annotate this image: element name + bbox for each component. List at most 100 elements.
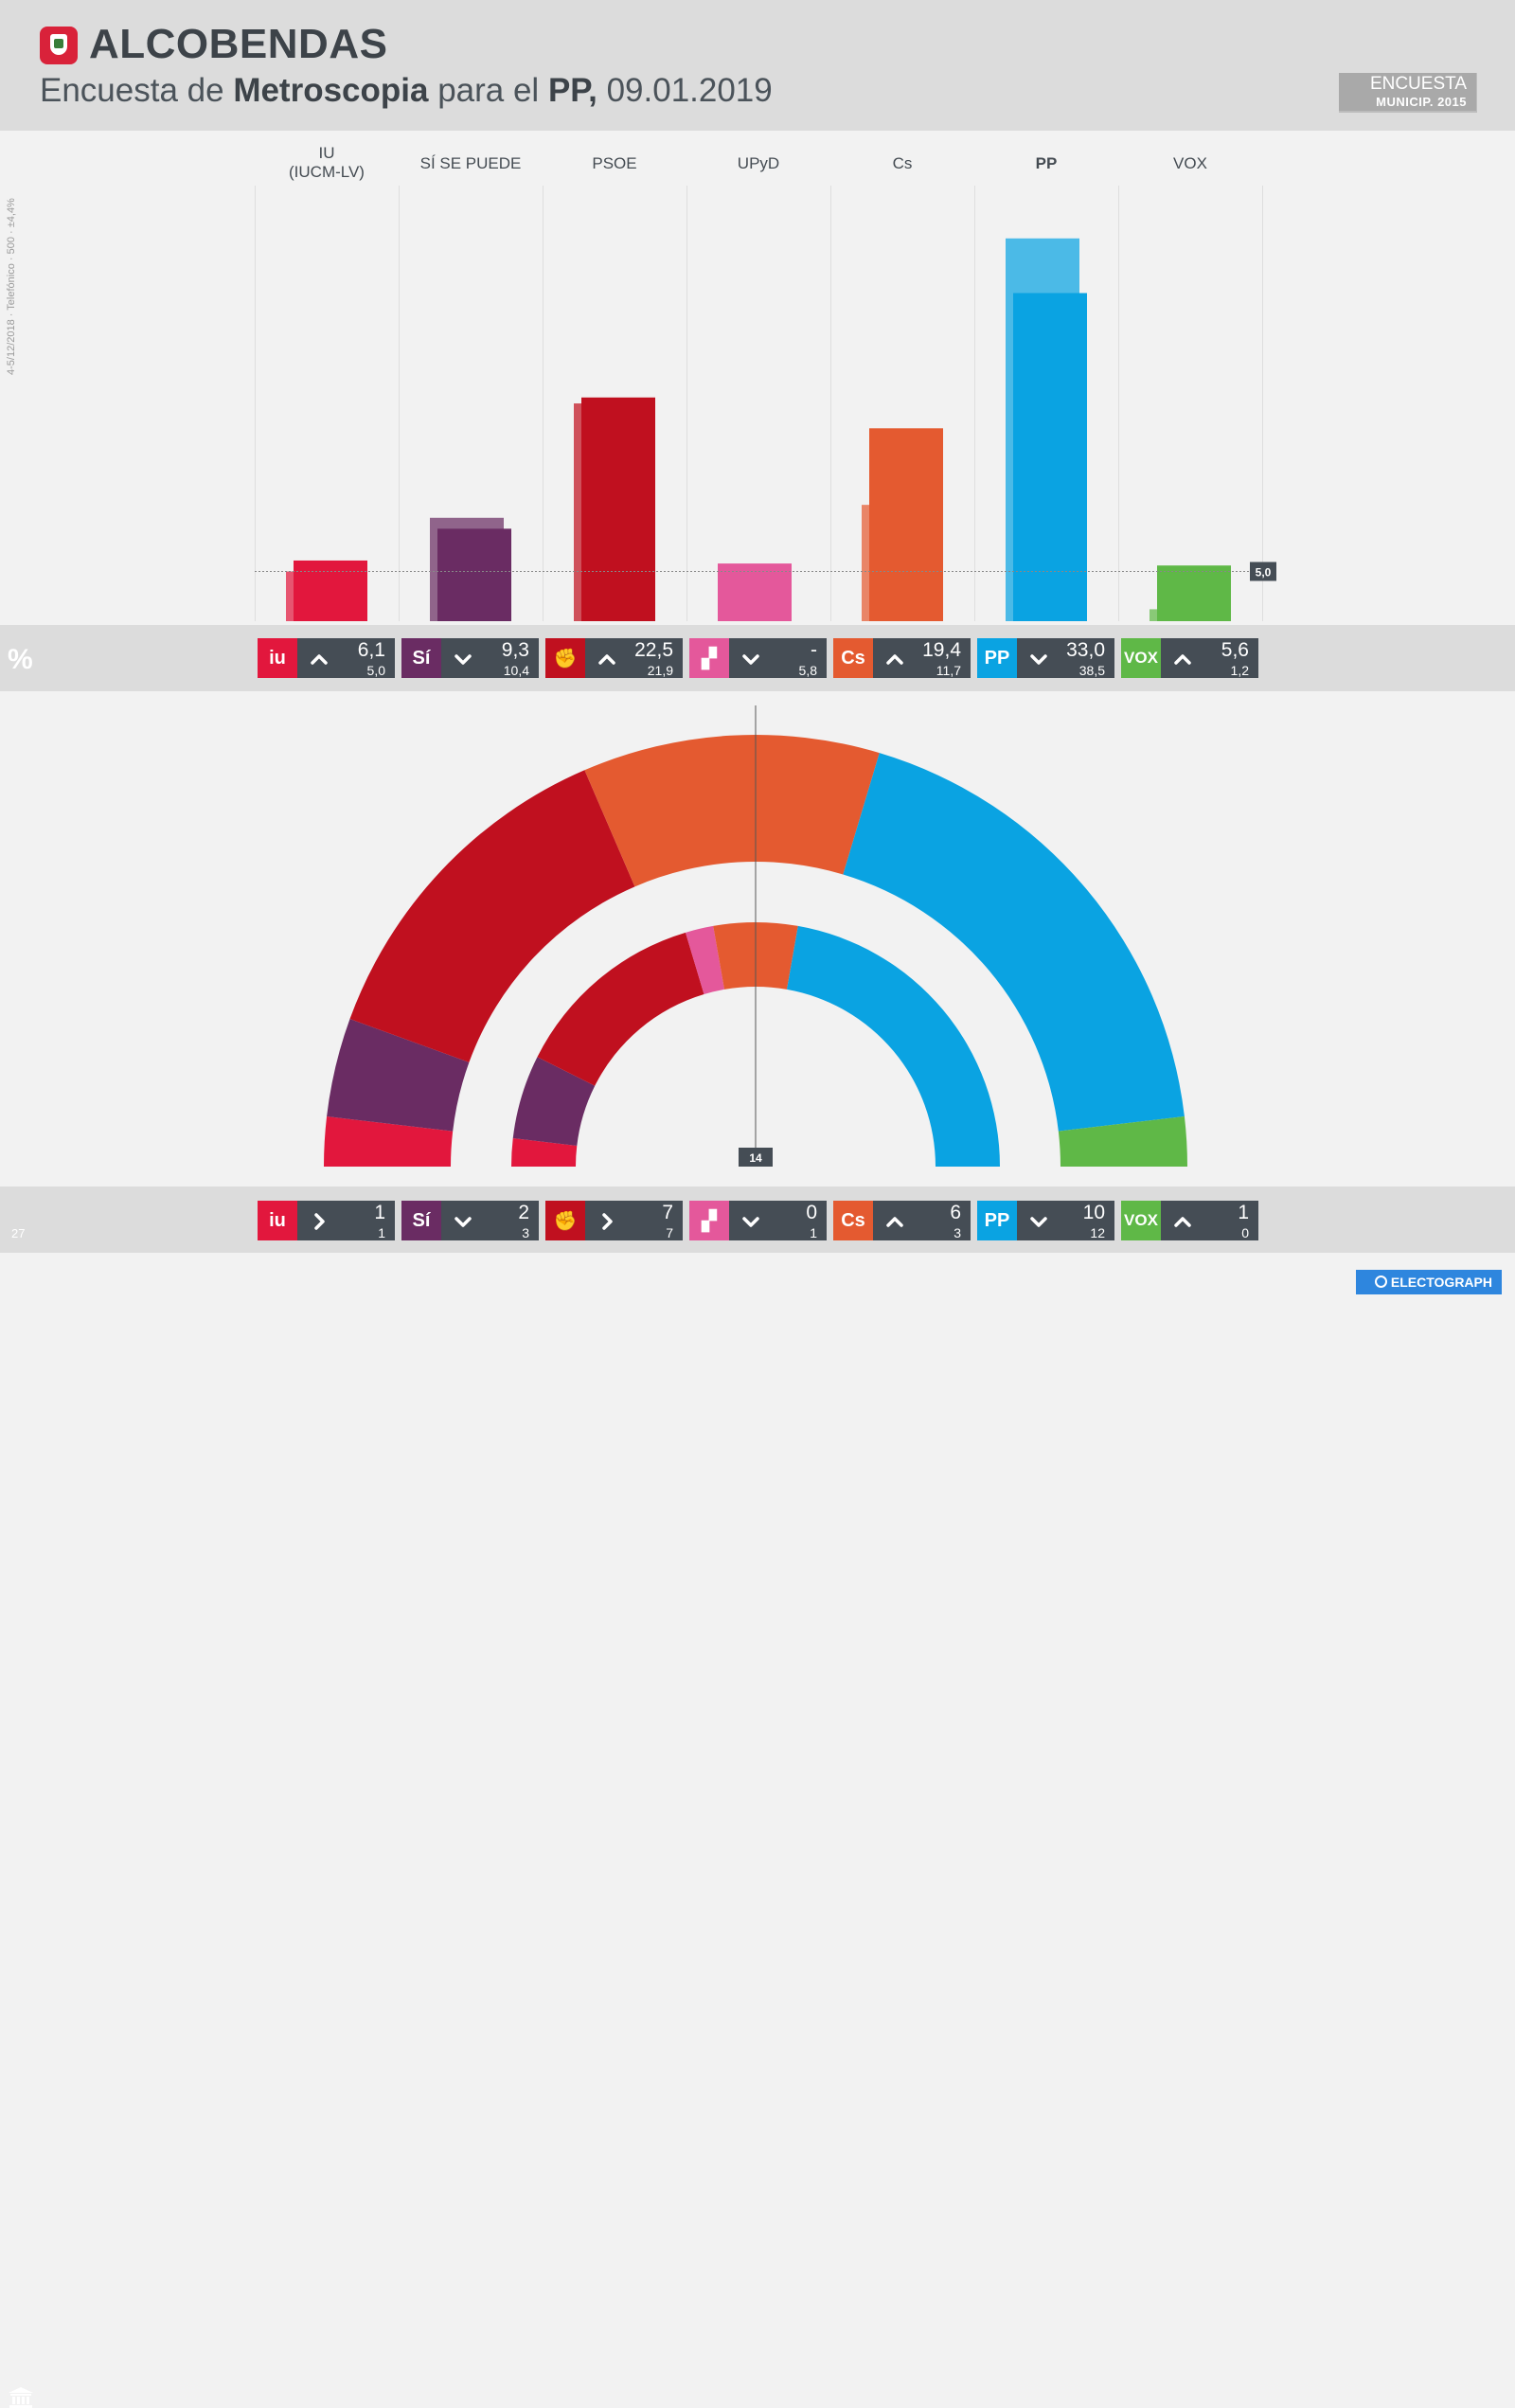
seats-total: 27 [11, 1226, 26, 1240]
column-separator [255, 186, 256, 621]
survey-arc-vox [1058, 1116, 1187, 1167]
cs-logo-icon: Cs [833, 1201, 873, 1240]
percent-previous-value: 5,0 [366, 663, 385, 678]
seats-card-cs: Cs 6 3 [833, 1201, 971, 1240]
chevron-up-icon [311, 654, 328, 665]
percent-value: 19,4 [922, 639, 961, 661]
percent-value: 22,5 [634, 639, 673, 661]
upyd-logo-icon: ▞ [689, 638, 729, 678]
parliament-icon [9, 2387, 33, 2408]
seats-value: 1 [1238, 1202, 1249, 1223]
party-label-psoe: PSOE [592, 154, 637, 172]
seats-previous-value: 7 [666, 1225, 673, 1240]
survey-arc-iu [324, 1116, 454, 1167]
seats-value: 2 [518, 1202, 529, 1223]
percent-card-cs: Cs 19,4 11,7 [833, 638, 971, 678]
seats-card-si: Sí 2 3 [401, 1201, 539, 1240]
previous-arc-si [512, 1057, 596, 1146]
brand-badge: ELECTOGRAPH [1356, 1270, 1502, 1294]
chevron-right-icon [314, 1213, 325, 1230]
threshold-label: 5,0 [1256, 566, 1272, 580]
percent-card-pp: PP 33,0 38,5 [977, 638, 1114, 678]
previous-arc-pp [786, 925, 1000, 1167]
column-separator [686, 186, 687, 621]
percent-previous-value: 11,7 [936, 663, 961, 678]
percent-value: 6,1 [357, 639, 385, 661]
brand-text: ELECTOGRAPH [1390, 1275, 1492, 1290]
survey-arc-cs [584, 735, 880, 887]
chevron-up-icon [1174, 654, 1191, 665]
percent-previous-value: 38,5 [1078, 663, 1105, 678]
percent-card-upyd: ▞ - 5,8 [689, 638, 827, 678]
percent-previous-value: 21,9 [647, 663, 673, 678]
page-title: ALCOBENDAS [89, 21, 388, 67]
seats-value: 0 [806, 1202, 817, 1223]
seats-previous-value: 3 [954, 1225, 961, 1240]
seats-value: 1 [374, 1202, 385, 1223]
party-label-cs: Cs [892, 154, 913, 172]
bar-survey-pp [1013, 293, 1087, 621]
legend: ENCUESTA MUNICIP. 2015 [1339, 73, 1477, 113]
iu-logo-icon: iu [258, 638, 297, 678]
legend-survey: ENCUESTA [1369, 74, 1467, 94]
city-crest-icon [40, 27, 78, 64]
percent-value: 9,3 [501, 639, 529, 661]
chevron-down-icon [1030, 1217, 1047, 1227]
party-label-pp: PP [1035, 154, 1058, 172]
iu-logo-icon: iu [258, 1201, 297, 1240]
survey-arc-pp [843, 753, 1185, 1132]
hemicycle-chart: 14 [324, 705, 1187, 1167]
si-logo-icon: Sí [401, 638, 441, 678]
column-separator [1262, 186, 1263, 621]
legend-previous: MUNICIP. 2015 [1376, 95, 1467, 109]
survey-arc-si [327, 1019, 470, 1132]
bar-chart: 5,0 [255, 238, 1276, 621]
chevron-right-icon [602, 1213, 613, 1230]
percent-card-psoe: ✊ 22,5 21,9 [545, 638, 683, 678]
percent-value: 33,0 [1066, 639, 1105, 661]
column-separator [399, 186, 400, 621]
threshold-badge [1250, 562, 1276, 581]
bar-survey-vox [1157, 565, 1231, 621]
seats-value: 6 [950, 1202, 961, 1223]
column-separator [974, 186, 975, 621]
column-separator [543, 186, 544, 621]
pp-logo-icon: PP [977, 1201, 1017, 1240]
percent-previous-value: 5,8 [798, 663, 817, 678]
vox-logo-icon: VOX [1121, 638, 1161, 678]
bar-survey-iu [294, 560, 367, 621]
party-label-upyd: UPyD [737, 154, 780, 172]
chevron-down-icon [454, 1217, 472, 1227]
chevron-down-icon [1030, 654, 1047, 665]
party-label-iu: IU (IUCM-LV) [289, 144, 365, 181]
percent-value: 5,6 [1221, 639, 1249, 661]
column-separator [1118, 186, 1119, 621]
seats-previous-value: 0 [1241, 1225, 1249, 1240]
chevron-up-icon [886, 1217, 903, 1227]
percent-previous-value: 1,2 [1230, 663, 1249, 678]
chevron-down-icon [742, 654, 759, 665]
percent-value: - [811, 639, 817, 661]
bar-survey-cs [869, 428, 943, 621]
seats-previous-value: 1 [378, 1225, 385, 1240]
seats-card-vox: VOX 1 0 [1121, 1201, 1258, 1240]
percent-card-iu: iu 6,1 5,0 [258, 638, 395, 678]
psoe-logo-icon: ✊ [545, 638, 585, 678]
percent-previous-value: 10,4 [503, 663, 529, 678]
seats-card-psoe: ✊ 7 7 [545, 1201, 683, 1240]
previous-arc-iu [511, 1138, 578, 1167]
previous-arc-upyd [686, 925, 725, 994]
party-label-vox: VOX [1173, 154, 1207, 172]
chevron-up-icon [1174, 1217, 1191, 1227]
upyd-logo-icon: ▞ [689, 1201, 729, 1240]
header: ALCOBENDAS Encuesta de Metroscopia para … [0, 0, 1515, 131]
seats-previous-value: 3 [522, 1225, 529, 1240]
seats-card-iu: iu 1 1 [258, 1201, 395, 1240]
party-label-si: SÍ SE PUEDE [419, 154, 522, 172]
percent-card-vox: VOX 5,6 1,2 [1121, 638, 1258, 678]
percent-card-si: Sí 9,3 10,4 [401, 638, 539, 678]
seats-card-pp: PP 10 12 [977, 1201, 1114, 1240]
previous-arc-psoe [537, 932, 704, 1086]
column-separator [830, 186, 831, 621]
chevron-up-icon [598, 654, 615, 665]
